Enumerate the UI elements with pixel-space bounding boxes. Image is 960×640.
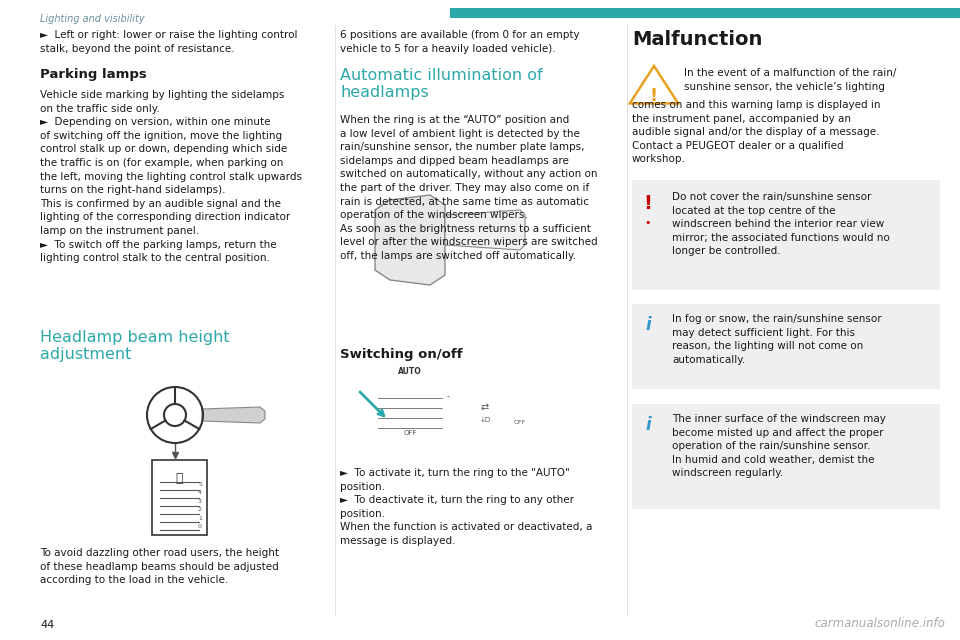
Polygon shape (445, 210, 525, 250)
Text: 4: 4 (198, 490, 202, 495)
Text: -: - (447, 392, 450, 401)
Text: ⇄: ⇄ (481, 402, 489, 412)
Text: 5: 5 (198, 481, 202, 486)
Text: Parking lamps: Parking lamps (40, 68, 147, 81)
Text: Switching on/off: Switching on/off (340, 348, 463, 361)
Text: Vehicle side marking by lighting the sidelamps
on the traffic side only.
►  Depe: Vehicle side marking by lighting the sid… (40, 90, 302, 263)
Polygon shape (375, 195, 445, 285)
Bar (632, 304, 940, 389)
Text: carmanualsonline.info: carmanualsonline.info (814, 617, 945, 630)
Text: ►  Left or right: lower or raise the lighting control
stalk, beyond the point of: ► Left or right: lower or raise the ligh… (40, 30, 298, 54)
Text: ⓘ: ⓘ (176, 472, 183, 484)
Text: Lighting and visibility: Lighting and visibility (40, 14, 145, 24)
Bar (450, 8, 960, 18)
Text: i: i (645, 416, 651, 434)
Text: !: ! (643, 194, 653, 213)
Text: When the ring is at the “AUTO” position and
a low level of ambient light is dete: When the ring is at the “AUTO” position … (340, 115, 598, 261)
Bar (152, 460, 207, 535)
Text: Automatic illumination of
headlamps: Automatic illumination of headlamps (340, 68, 542, 100)
Text: !: ! (650, 87, 658, 105)
Text: 44: 44 (40, 620, 55, 630)
Text: 1: 1 (198, 516, 202, 521)
Polygon shape (630, 66, 678, 104)
Text: ↓D: ↓D (479, 417, 491, 423)
Polygon shape (202, 407, 265, 423)
Text: OFF: OFF (403, 430, 417, 436)
Text: The inner surface of the windscreen may
become misted up and affect the proper
o: The inner surface of the windscreen may … (672, 414, 886, 479)
Text: 3: 3 (198, 499, 202, 504)
Text: •: • (645, 218, 651, 228)
Text: In fog or snow, the rain/sunshine sensor
may detect sufficient light. For this
r: In fog or snow, the rain/sunshine sensor… (672, 314, 881, 365)
Text: i: i (645, 316, 651, 334)
Text: Do not cover the rain/sunshine sensor
located at the top centre of the
windscree: Do not cover the rain/sunshine sensor lo… (672, 192, 890, 257)
Text: Headlamp beam height
adjustment: Headlamp beam height adjustment (40, 330, 229, 362)
Text: To avoid dazzling other road users, the height
of these headlamp beams should be: To avoid dazzling other road users, the … (40, 548, 279, 585)
Text: ►  To activate it, turn the ring to the "AUTO"
position.
►  To deactivate it, tu: ► To activate it, turn the ring to the "… (340, 468, 592, 546)
Text: 0: 0 (198, 525, 202, 529)
Text: AUTO: AUTO (398, 367, 421, 376)
Text: comes on and this warning lamp is displayed in
the instrument panel, accompanied: comes on and this warning lamp is displa… (632, 100, 880, 164)
Bar (632, 180, 940, 290)
Text: 6 positions are available (from 0 for an empty
vehicle to 5 for a heavily loaded: 6 positions are available (from 0 for an… (340, 30, 580, 54)
Text: Malfunction: Malfunction (632, 30, 762, 49)
Bar (632, 404, 940, 509)
Text: OFF: OFF (514, 420, 526, 426)
Text: In the event of a malfunction of the rain/
sunshine sensor, the vehicle’s lighti: In the event of a malfunction of the rai… (684, 68, 897, 92)
Text: 2: 2 (198, 508, 202, 512)
